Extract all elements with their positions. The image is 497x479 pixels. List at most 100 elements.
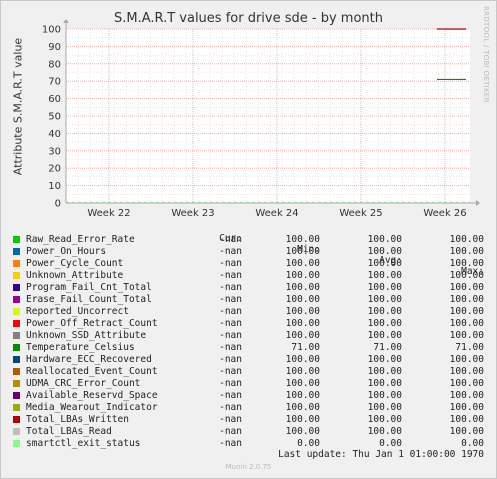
legend-avg: 100.00 bbox=[367, 258, 402, 269]
legend-label: Power_Cycle_Count bbox=[26, 258, 124, 269]
legend-cur: -nan bbox=[219, 402, 242, 413]
legend-swatch bbox=[13, 440, 20, 447]
legend-label: Reported_Uncorrect bbox=[26, 306, 129, 317]
legend-avg: 100.00 bbox=[367, 330, 402, 341]
legend-row: Power_Cycle_Count -nan 100.00 100.00 100.00 bbox=[0, 258, 497, 270]
y-axis-arrow-icon bbox=[63, 19, 69, 23]
legend-cur: -nan bbox=[219, 438, 242, 449]
legend-label: Total_LBAs_Written bbox=[26, 414, 129, 425]
legend-label: Unknown_Attribute bbox=[26, 270, 124, 281]
legend-min: 100.00 bbox=[285, 402, 320, 413]
legend-avg: 100.00 bbox=[367, 234, 402, 245]
chart-title: S.M.A.R.T values for drive sde - by mont… bbox=[113, 11, 383, 26]
legend-row: Raw_Read_Error_Rate -nan 100.00 100.00 100.0… bbox=[0, 234, 497, 246]
legend-max: 100.00 bbox=[449, 234, 484, 245]
legend-avg: 100.00 bbox=[367, 402, 402, 413]
legend-label: Program_Fail_Cnt_Total bbox=[26, 282, 152, 293]
legend-avg: 100.00 bbox=[367, 246, 402, 257]
legend-swatch bbox=[13, 428, 20, 435]
legend-cur: -nan bbox=[219, 426, 242, 437]
legend-label: Total_LBAs_Read bbox=[26, 426, 112, 437]
legend-row: Unknown_SSD_Attribute -nan 100.00 100.00 100… bbox=[0, 330, 497, 342]
legend-max: 100.00 bbox=[449, 378, 484, 389]
legend-avg: 71.00 bbox=[373, 342, 402, 353]
last-update: Last update: Thu Jan 1 01:00:00 1970 bbox=[278, 449, 484, 460]
legend-label: Reallocated_Event_Count bbox=[26, 366, 158, 377]
x-tick-label: Week 25 bbox=[339, 208, 382, 219]
legend-swatch bbox=[13, 404, 20, 411]
legend-row: Total_LBAs_Read -nan 100.00 100.00 100.00 bbox=[0, 426, 497, 438]
legend-max: 100.00 bbox=[449, 414, 484, 425]
legend-min: 100.00 bbox=[285, 390, 320, 401]
x-tick-label: Week 23 bbox=[171, 208, 214, 219]
legend-min: 100.00 bbox=[285, 306, 320, 317]
legend-row: Media_Wearout_Indicator -nan 100.00 100.00 1… bbox=[0, 402, 497, 414]
legend-cur: -nan bbox=[219, 258, 242, 269]
legend-min: 100.00 bbox=[285, 270, 320, 281]
legend-avg: 100.00 bbox=[367, 306, 402, 317]
legend-row: Available_Reservd_Space -nan 100.00 100.00 1… bbox=[0, 390, 497, 402]
legend-swatch bbox=[13, 248, 20, 255]
legend-row: Power_Off_Retract_Count -nan 100.00 100.00 1… bbox=[0, 318, 497, 330]
legend-min: 100.00 bbox=[285, 330, 320, 341]
legend-swatch bbox=[13, 296, 20, 303]
legend-avg: 100.00 bbox=[367, 390, 402, 401]
x-axis-arrow-icon bbox=[476, 200, 480, 206]
legend-swatch bbox=[13, 308, 20, 315]
legend-max: 100.00 bbox=[449, 246, 484, 257]
header-cur: Cur: bbox=[219, 233, 242, 244]
x-tick-label: Week 22 bbox=[87, 208, 130, 219]
legend-max: 100.00 bbox=[449, 294, 484, 305]
header-max: Max: bbox=[461, 266, 484, 277]
legend-max: 100.00 bbox=[449, 318, 484, 329]
legend-max: 100.00 bbox=[449, 390, 484, 401]
legend-label: Hardware_ECC_Recovered bbox=[26, 354, 152, 365]
legend-min: 0.00 bbox=[297, 438, 320, 449]
legend-avg: 100.00 bbox=[367, 294, 402, 305]
y-tick-label: 40 bbox=[48, 129, 61, 140]
legend-max: 100.00 bbox=[449, 354, 484, 365]
legend-swatch bbox=[13, 284, 20, 291]
y-tick-label: 10 bbox=[48, 181, 61, 192]
legend-avg: 100.00 bbox=[367, 414, 402, 425]
y-tick-label: 80 bbox=[48, 59, 61, 70]
legend-row: UDMA_CRC_Error_Count -nan 100.00 100.00 100.… bbox=[0, 378, 497, 390]
munin-version: Munin 2.0.75 bbox=[225, 463, 272, 471]
legend-swatch bbox=[13, 272, 20, 279]
plot-area: 0 10 20 30 40 50 60 70 80 90 100 Week 22 Week 23 Week… bbox=[42, 19, 480, 219]
legend-swatch bbox=[13, 368, 20, 375]
legend-swatch bbox=[13, 356, 20, 363]
legend-row: smartctl_exit_status -nan 0.00 0.00 0.00 bbox=[0, 438, 497, 450]
legend-row: Total_LBAs_Written -nan 100.00 100.00 100.00 bbox=[0, 414, 497, 426]
legend-label: Erase_Fail_Count_Total bbox=[26, 294, 152, 305]
rrdtool-credit: RRDTOOL / TOBI OETIKER bbox=[482, 6, 490, 103]
legend-max: 71.00 bbox=[455, 342, 484, 353]
legend-header: Cur: Min: Avg: Max: bbox=[0, 222, 497, 277]
legend-avg: 100.00 bbox=[367, 354, 402, 365]
y-tick-label: 0 bbox=[55, 199, 61, 210]
legend-min: 100.00 bbox=[285, 378, 320, 389]
legend-cur: -nan bbox=[219, 354, 242, 365]
legend-cur: -nan bbox=[219, 234, 242, 245]
legend-cur: -nan bbox=[219, 414, 242, 425]
legend-cur: -nan bbox=[219, 306, 242, 317]
legend-label: Temperature_Celsius bbox=[26, 342, 135, 353]
header-min: Min: bbox=[297, 244, 320, 255]
legend-cur: -nan bbox=[219, 318, 242, 329]
legend-max: 100.00 bbox=[449, 306, 484, 317]
y-tick-label: 100 bbox=[42, 25, 61, 36]
y-tick-label: 60 bbox=[48, 94, 61, 105]
legend-min: 100.00 bbox=[285, 246, 320, 257]
y-tick-label: 30 bbox=[48, 146, 61, 157]
legend-cur: -nan bbox=[219, 330, 242, 341]
legend-swatch bbox=[13, 392, 20, 399]
legend-avg: 100.00 bbox=[367, 426, 402, 437]
legend-swatch bbox=[13, 416, 20, 423]
legend-cur: -nan bbox=[219, 390, 242, 401]
header-avg: Avg: bbox=[379, 255, 402, 266]
legend-max: 100.00 bbox=[449, 402, 484, 413]
legend-row: Unknown_Attribute -nan 100.00 100.00 100.00 bbox=[0, 270, 497, 282]
y-tick-label: 20 bbox=[48, 164, 61, 175]
legend-max: 0.00 bbox=[461, 438, 484, 449]
legend-label: Media_Wearout_Indicator bbox=[26, 402, 158, 413]
